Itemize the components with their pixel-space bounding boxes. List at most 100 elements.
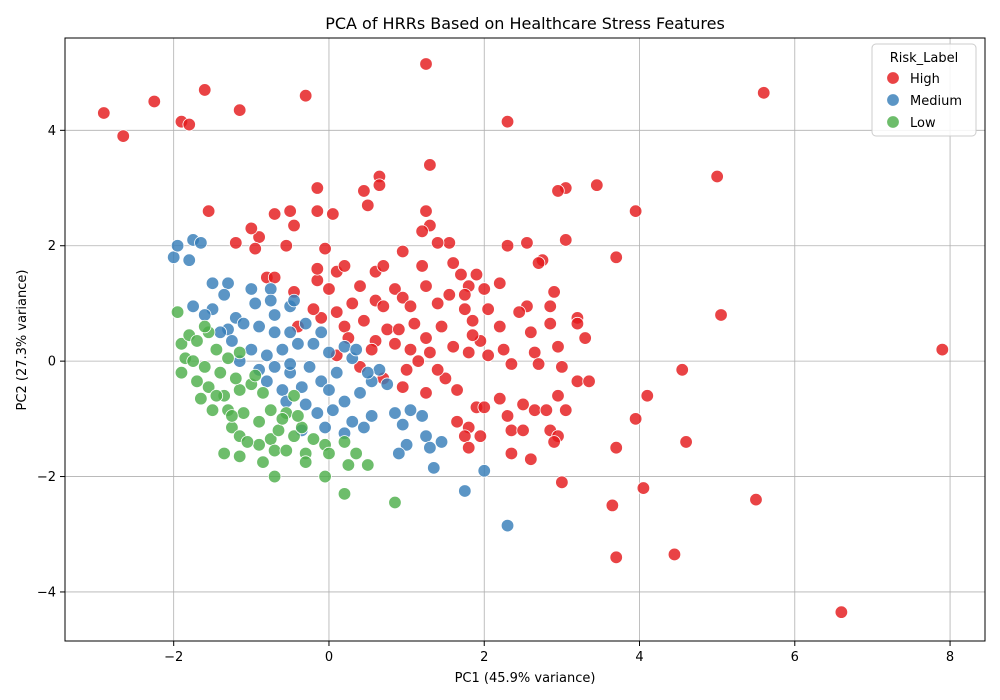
point-medium [264,293,278,308]
point-low [190,374,204,389]
point-high [512,305,526,319]
y-tick-label: 2 [48,239,56,254]
point-medium [182,253,196,267]
point-medium [298,316,313,331]
point-high [528,345,542,360]
point-high [500,239,515,253]
point-medium [221,276,235,290]
point-high [388,282,402,296]
point-medium [310,406,325,420]
point-high [473,429,488,443]
point-low [240,435,255,449]
point-high [423,158,437,172]
point-medium [477,464,491,478]
point-medium [427,461,441,475]
point-high [392,322,406,337]
point-medium [244,342,259,357]
point-high [403,342,418,357]
x-tick-label: 6 [791,650,799,665]
point-high [287,218,301,233]
point-low [271,423,286,438]
point-medium [267,325,282,339]
point-high [559,233,573,247]
point-high [496,342,511,357]
point-high [442,288,457,302]
point-low [236,406,251,420]
point-high [609,250,623,264]
point-medium [198,308,212,322]
point-high [446,256,460,270]
point-high [570,316,585,331]
point-medium [205,276,220,290]
point-medium [244,282,259,296]
point-medium [275,383,290,397]
point-high [376,259,391,273]
point-high [361,198,375,213]
point-medium [267,308,282,322]
point-high [419,331,433,345]
legend-label-low: Low [910,116,936,131]
point-high [469,267,484,282]
point-low [306,432,321,446]
point-medium [264,282,278,296]
point-low [295,420,309,435]
point-low [275,412,290,426]
point-low [221,351,235,365]
point-high [628,204,643,218]
point-high [310,204,325,218]
y-tick-label: −4 [37,585,56,600]
point-low [190,334,204,348]
point-low [291,409,305,423]
point-high [462,345,476,360]
point-high [283,204,297,218]
point-low [388,495,402,510]
point-high [516,397,530,412]
point-high [244,221,259,236]
point-medium [434,435,449,449]
point-low [229,371,243,386]
point-high [306,302,321,316]
series-low [170,305,402,510]
point-low [198,319,212,334]
point-low [186,354,200,368]
point-low [209,389,224,403]
point-high [310,262,325,276]
legend-label-high: High [910,72,940,87]
point-high [430,296,445,311]
point-high [322,282,336,296]
point-high [279,239,293,253]
point-medium [337,340,352,354]
point-high [504,423,519,438]
point-high [504,357,519,371]
point-medium [396,417,410,432]
point-low [337,435,352,449]
point-high [493,319,507,334]
point-low [318,469,332,484]
legend-marker-medium [886,93,900,107]
point-high [298,89,313,103]
point-high [407,316,422,331]
point-medium [380,377,394,391]
point-high [679,435,693,449]
point-medium [349,342,363,357]
point-medium [302,360,317,374]
point-high [310,181,325,195]
point-medium [283,325,297,339]
point-high [578,331,592,345]
point-high [450,383,464,397]
point-high [430,363,445,377]
point-high [636,481,651,495]
point-medium [217,288,231,302]
point-high [559,403,573,417]
point-low [267,443,282,458]
point-high [97,106,111,120]
point-medium [260,374,274,389]
point-high [396,290,410,305]
point-high [524,452,538,466]
point-high [198,83,212,97]
point-medium [275,342,290,357]
point-medium [170,239,185,253]
point-high [609,440,623,455]
point-high [531,256,546,270]
